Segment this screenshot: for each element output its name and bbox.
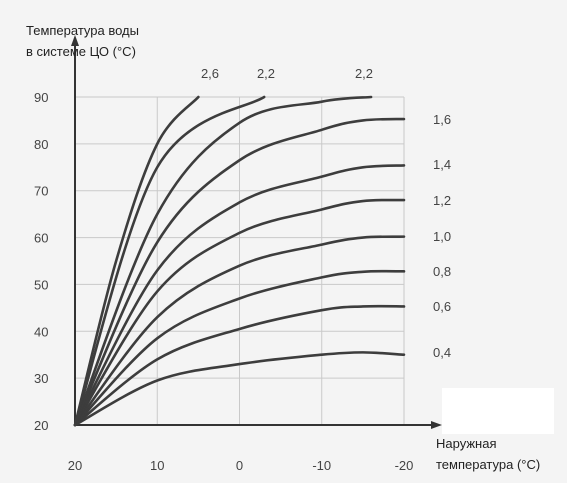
y-axis-title-line-2: в системе ЦО (°C) [26, 44, 136, 59]
chart-grid [75, 96, 405, 425]
x-tick-label: 20 [68, 458, 82, 473]
y-tick-label: 70 [34, 184, 48, 199]
heating-curve-2-2 [73, 95, 266, 427]
y-tick-label: 90 [34, 90, 48, 105]
label-backdrop [442, 388, 554, 434]
heating-curve-2-2 [73, 95, 373, 427]
y-tick-label: 50 [34, 277, 48, 292]
heating-curves [73, 95, 406, 427]
heating-curve-1-4 [73, 164, 406, 427]
chart-axes [71, 35, 442, 429]
x-tick-label: -20 [395, 458, 414, 473]
x-tick-label: 10 [150, 458, 164, 473]
y-axis-arrow [71, 35, 79, 46]
y-axis-title: Температура воды в системе ЦО (°C) [26, 20, 186, 62]
x-axis-arrow [431, 421, 442, 429]
x-axis-title: Наружная температура (°C) [436, 433, 564, 475]
heating-curve-0-6 [73, 304, 406, 427]
x-tick-label: 0 [236, 458, 243, 473]
top-curve-label: 2,6 [201, 66, 219, 81]
x-axis-title-line-2: температура (°C) [436, 457, 541, 472]
heating-curve-1-2 [73, 198, 406, 427]
y-axis-title-line-1: Температура воды [26, 23, 139, 38]
right-curve-label: 1,4 [433, 157, 451, 172]
right-curve-label: 1,2 [433, 193, 451, 208]
right-curve-label: 0,8 [433, 264, 451, 279]
top-curve-label: 2,2 [355, 66, 373, 81]
top-curve-label: 2,2 [257, 66, 275, 81]
y-tick-label: 30 [34, 371, 48, 386]
tick-labels: 90 80 70 60 50 40 30 20 20 10 0 -10 -20 [34, 90, 413, 473]
y-tick-label: 40 [34, 324, 48, 339]
y-tick-label: 80 [34, 137, 48, 152]
heating-curve-2-6 [73, 95, 200, 427]
right-curve-label: 0,4 [433, 345, 451, 360]
y-tick-label: 20 [34, 418, 48, 433]
heating-curve-0-4 [73, 351, 406, 427]
right-curve-label: 0,6 [433, 299, 451, 314]
heating-curve-1-0 [73, 235, 406, 427]
right-curve-label: 1,6 [433, 112, 451, 127]
heating-curve-1-6 [73, 117, 406, 427]
curve-labels: 2,6 2,2 2,2 1,6 1,4 1,2 1,0 0,8 0,6 0,4 [201, 66, 451, 360]
heating-curve-0-8 [73, 269, 406, 427]
x-axis-title-line-1: Наружная [436, 436, 497, 451]
y-tick-label: 60 [34, 231, 48, 246]
right-curve-label: 1,0 [433, 229, 451, 244]
x-tick-label: -10 [312, 458, 331, 473]
